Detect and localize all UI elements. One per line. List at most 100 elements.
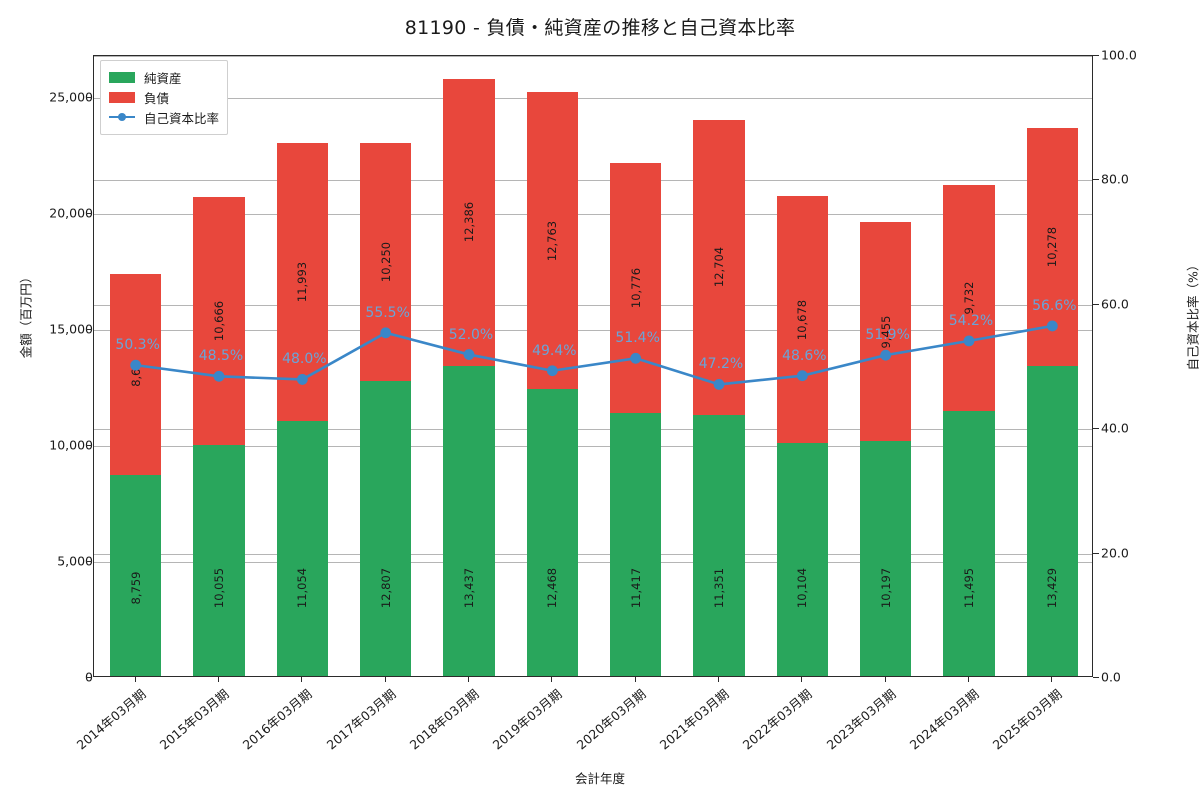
x-axis-tick-label: 2024年03月期 [906, 686, 982, 753]
y-axis-left-tick-mark [86, 444, 92, 446]
x-axis-tick-mark [884, 677, 886, 682]
equity-ratio-marker [796, 370, 808, 382]
y-axis-right-tick-label: 80.0 [1101, 171, 1129, 187]
equity-ratio-marker [880, 349, 892, 361]
equity-ratio-marker [546, 365, 558, 377]
x-axis-tick-mark [468, 677, 470, 682]
gridline [94, 213, 1092, 215]
equity-ratio-marker [463, 349, 475, 360]
y-axis-right-tick-mark [1093, 303, 1099, 305]
equity-ratio-value-label: 54.2% [948, 312, 994, 329]
legend-label: 負債 [144, 90, 170, 106]
y-axis-right-tick-mark [1093, 428, 1099, 430]
bar-segment-liabilities: 8,65 [109, 273, 162, 475]
x-axis-tick-label: 2020年03月期 [573, 686, 649, 753]
y-axis-left-tick-mark [86, 212, 92, 214]
bar-segment-net-assets: 13,429 [1026, 366, 1079, 676]
y-axis-right-tick-label: 20.0 [1101, 545, 1129, 561]
equity-ratio-marker [130, 359, 142, 371]
legend-swatch-icon [109, 91, 135, 103]
equity-ratio-value-label: 56.6% [1032, 297, 1077, 314]
y-axis-left-tick-mark [86, 328, 92, 330]
x-axis-tick-label: 2016年03月期 [239, 686, 315, 753]
x-axis-label: 会計年度 [574, 771, 625, 786]
y-axis-right-tick-label: 0.0 [1101, 669, 1121, 685]
gridline [94, 445, 1092, 447]
legend-label: 純資産 [144, 70, 182, 86]
equity-ratio-marker [713, 379, 725, 390]
gridline [94, 56, 1092, 57]
equity-ratio-value-label: 50.3% [115, 337, 160, 354]
bar-segment-net-assets: 11,417 [609, 413, 662, 676]
equity-ratio-marker [963, 335, 975, 347]
y-axis-right-tick-mark [1093, 552, 1099, 554]
x-axis-tick-mark [968, 677, 970, 682]
legend: 純資産 負債 自己資本比率 [100, 60, 228, 135]
x-axis-tick-label: 2025年03月期 [989, 686, 1065, 753]
equity-ratio-value-label: 49.4% [532, 342, 577, 359]
gridline [94, 561, 1092, 563]
equity-ratio-value-label: 51.4% [615, 330, 660, 347]
x-axis-tick-mark [1051, 677, 1053, 682]
gridline [94, 329, 1092, 331]
y-axis-right-tick-label: 60.0 [1101, 296, 1129, 312]
equity-ratio-path [135, 324, 1053, 386]
chart-title: 81190 - 負債・純資産の推移と自己資本比率 [404, 17, 796, 39]
y-axis-left-label: 金額（百万円） [18, 270, 34, 359]
equity-ratio-marker [380, 327, 392, 339]
plot-area: 8,759 8,65 10,055 10,666 11,054 11,993 12,807 1… [93, 55, 1093, 677]
equity-ratio-value-label: 55.5% [365, 304, 410, 321]
bar-segment-liabilities: 9,455 [859, 221, 912, 442]
legend-item-net-assets[interactable]: 純資産 [109, 67, 219, 87]
x-axis-tick-label: 2021年03月期 [656, 686, 732, 753]
bar-segment-net-assets: 10,104 [776, 443, 829, 676]
legend-item-equity-ratio[interactable]: 自己資本比率 [109, 107, 219, 127]
y-axis-right-label: 自己資本比率（%） [1185, 258, 1200, 371]
y-axis-left-tick-label: 25,000 [49, 89, 93, 105]
x-axis-tick-mark [634, 677, 636, 682]
x-axis-tick-mark [384, 677, 386, 682]
gridline [94, 553, 1092, 555]
x-axis-tick-label: 2023年03月期 [823, 686, 899, 753]
y-axis-right-tick-mark [1093, 55, 1099, 57]
y-axis-left-tick-label: 15,000 [49, 321, 93, 337]
x-axis-tick-label: 2019年03月期 [489, 686, 565, 753]
bar-segment-liabilities: 10,678 [776, 195, 829, 444]
equity-ratio-value-label: 51.9% [865, 327, 910, 344]
equity-ratio-line [130, 320, 1058, 390]
legend-swatch-icon [109, 71, 135, 83]
bar-segment-net-assets: 10,197 [859, 441, 912, 676]
gridline [94, 97, 1092, 99]
y-axis-right-tick-label: 40.0 [1101, 420, 1129, 436]
plot-inner: 8,759 8,65 10,055 10,666 11,054 11,993 12,807 1… [94, 56, 1092, 676]
y-axis-right-tick-label: 100.0 [1101, 47, 1137, 63]
y-axis-right-tick-mark [1093, 179, 1099, 181]
gridline [94, 429, 1092, 431]
x-axis-tick-label: 2017年03月期 [323, 686, 399, 753]
bar-segment-net-assets: 11,054 [276, 421, 329, 676]
equity-ratio-value-label: 48.6% [782, 347, 827, 364]
legend-item-liabilities[interactable]: 負債 [109, 87, 219, 107]
bar-segment-net-assets: 10,055 [193, 444, 245, 676]
equity-ratio-value-label: 48.5% [198, 348, 244, 365]
x-axis-tick-mark [301, 677, 303, 682]
y-axis-left-tick-mark [86, 560, 92, 563]
y-axis-left-tick-mark [86, 96, 92, 98]
bar-segment-liabilities: 10,776 [609, 162, 662, 414]
y-axis-left-tick-mark [86, 677, 92, 679]
equity-ratio-marker [213, 370, 225, 382]
y-axis-left-tick-label: 20,000 [49, 205, 93, 221]
equity-ratio-marker [630, 352, 642, 364]
equity-ratio-value-label: 47.2% [698, 356, 744, 373]
x-axis-tick-mark [801, 677, 803, 682]
bar-segment-liabilities: 12,763 [526, 92, 579, 389]
x-axis-tick-mark [134, 677, 136, 682]
bar-segment-liabilities: 10,666 [193, 197, 245, 445]
bar-segment-liabilities: 12,704 [693, 119, 745, 415]
gridline [94, 180, 1092, 182]
bar-segment-liabilities: 9,732 [943, 185, 995, 412]
y-axis-left-tick-label: 10,000 [49, 437, 93, 453]
x-axis-tick-mark [551, 677, 553, 682]
bar-segment-net-assets: 12,468 [526, 388, 579, 676]
